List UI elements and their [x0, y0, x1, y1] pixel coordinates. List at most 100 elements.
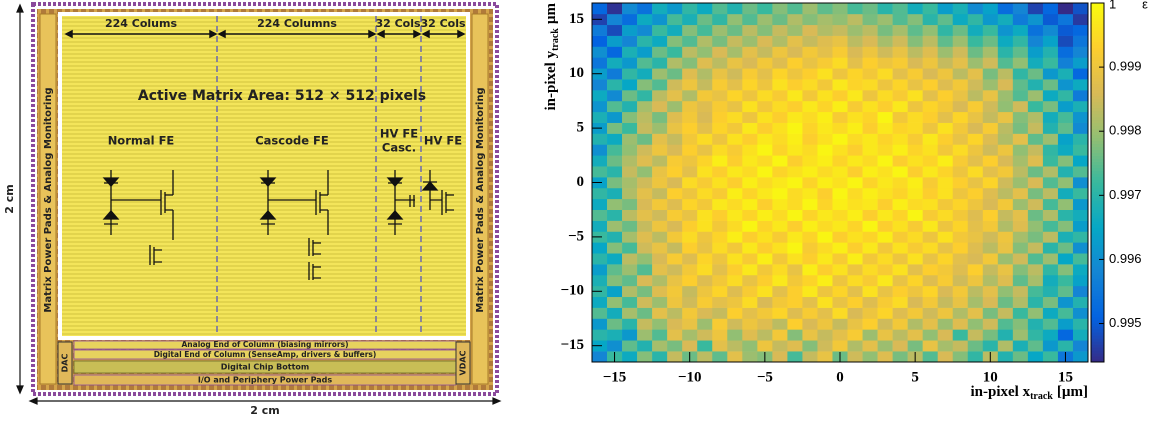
colorbar-segment — [1091, 314, 1104, 317]
heat-cell — [682, 308, 697, 319]
heat-cell — [637, 3, 652, 14]
heat-cell — [592, 155, 607, 166]
colorbar-segment — [1091, 72, 1104, 75]
heat-cell — [802, 134, 817, 145]
heat-cell — [787, 68, 802, 79]
colorbar-segment — [1091, 200, 1104, 203]
heat-cell — [817, 134, 832, 145]
heat-cell — [1013, 36, 1028, 47]
heat-cell — [998, 210, 1013, 221]
heat-cell — [998, 36, 1013, 47]
heat-cell — [592, 275, 607, 286]
heat-cell — [1073, 340, 1088, 351]
heat-cell — [1028, 231, 1043, 242]
heat-cell — [772, 188, 787, 199]
heat-cell — [757, 199, 772, 210]
heat-cell — [637, 221, 652, 232]
heat-cell — [848, 275, 863, 286]
heat-cell — [908, 57, 923, 68]
heat-cell — [938, 134, 953, 145]
heat-cell — [968, 25, 983, 36]
heat-cell — [682, 318, 697, 329]
heat-cell — [878, 90, 893, 101]
heat-cell — [938, 47, 953, 58]
heat-cell — [592, 112, 607, 123]
heat-cell — [742, 351, 757, 362]
heat-cell — [983, 144, 998, 155]
heat-cell — [652, 101, 667, 112]
heat-cell — [607, 264, 622, 275]
heat-cell — [772, 297, 787, 308]
heat-cell — [832, 264, 847, 275]
heat-cell — [908, 286, 923, 297]
heat-cell — [1073, 231, 1088, 242]
periphery-label: Digital Chip Bottom — [221, 363, 310, 372]
heat-cell — [742, 188, 757, 199]
heat-cell — [712, 14, 727, 25]
heat-cell — [923, 188, 938, 199]
heat-cell — [1028, 177, 1043, 188]
heat-cell — [832, 231, 847, 242]
heat-cell — [1028, 3, 1043, 14]
heat-cell — [832, 57, 847, 68]
heat-cell — [983, 112, 998, 123]
heat-cell — [622, 308, 637, 319]
heat-cell — [953, 199, 968, 210]
colorbar-segment — [1091, 87, 1104, 90]
heat-cell — [938, 123, 953, 134]
x-tick-label: −5 — [757, 369, 773, 385]
heat-cell — [1028, 286, 1043, 297]
heat-cell — [802, 231, 817, 242]
heat-cell — [802, 264, 817, 275]
heat-cell — [998, 329, 1013, 340]
heat-cell — [727, 47, 742, 58]
heat-cell — [893, 351, 908, 362]
colorbar-segment — [1091, 356, 1104, 359]
heat-cell — [697, 144, 712, 155]
heat-cell — [607, 253, 622, 264]
heat-cell — [998, 253, 1013, 264]
heat-cell — [1073, 36, 1088, 47]
heat-cell — [1043, 134, 1058, 145]
heat-cell — [592, 264, 607, 275]
heat-cell — [652, 68, 667, 79]
heat-cell — [592, 297, 607, 308]
heat-cell — [712, 90, 727, 101]
heat-cell — [742, 221, 757, 232]
heat-cell — [637, 123, 652, 134]
heat-cell — [878, 231, 893, 242]
heat-cell — [652, 318, 667, 329]
heat-cell — [697, 177, 712, 188]
heat-cell — [848, 79, 863, 90]
colorbar-segment — [1091, 51, 1104, 54]
heat-cell — [923, 253, 938, 264]
heat-cell — [983, 210, 998, 221]
heat-cell — [1058, 47, 1073, 58]
heat-cell — [863, 134, 878, 145]
heat-cell — [622, 340, 637, 351]
colorbar-segment — [1091, 350, 1104, 353]
heat-cell — [682, 242, 697, 253]
heat-cell — [908, 123, 923, 134]
heat-cell — [817, 101, 832, 112]
heat-cell — [848, 199, 863, 210]
heat-cell — [908, 90, 923, 101]
heat-cell — [923, 318, 938, 329]
heat-cell — [1058, 297, 1073, 308]
heat-cell — [938, 101, 953, 112]
matrix-area — [62, 16, 466, 336]
heat-cell — [607, 25, 622, 36]
heat-cell — [893, 3, 908, 14]
heat-cell — [968, 57, 983, 68]
heat-cell — [1013, 123, 1028, 134]
colorbar-segment — [1091, 242, 1104, 245]
y-tick-label: 10 — [569, 65, 584, 81]
colorbar-segment — [1091, 135, 1104, 138]
heat-cell — [637, 188, 652, 199]
x-tick-label: 10 — [983, 369, 998, 385]
heat-cell — [772, 351, 787, 362]
heat-cell — [607, 144, 622, 155]
heat-cell — [893, 308, 908, 319]
heat-cell — [637, 101, 652, 112]
heat-cell — [1028, 123, 1043, 134]
